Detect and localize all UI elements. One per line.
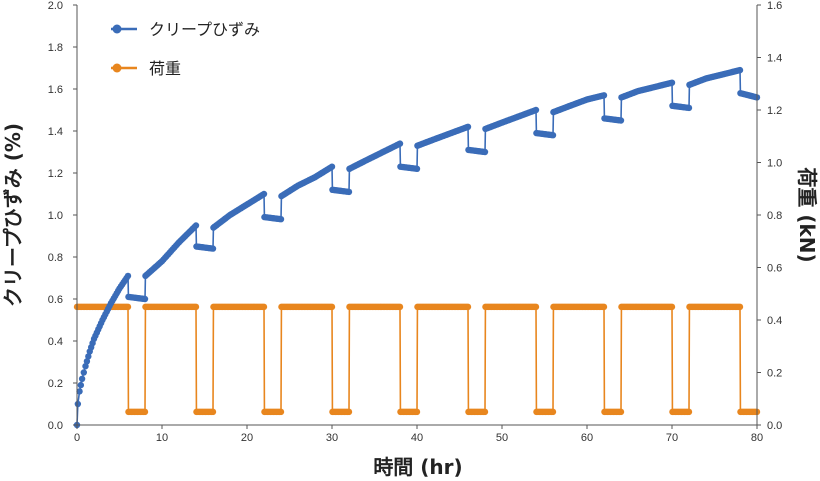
y-tick-label: 1.4 <box>48 126 63 138</box>
x-tick-label: 60 <box>581 432 593 444</box>
legend-label-load: 荷重 <box>149 59 181 78</box>
data-point <box>617 117 625 124</box>
y-tick-label: 2.0 <box>48 0 63 12</box>
x-tick-label: 70 <box>666 432 678 444</box>
y-tick-label: 0.4 <box>48 336 63 348</box>
x-tick-label: 80 <box>751 432 763 444</box>
data-point <box>413 165 421 172</box>
y2-tick-label: 0.0 <box>767 420 782 432</box>
data-point <box>83 358 91 365</box>
data-point <box>345 408 353 416</box>
data-point <box>668 79 676 86</box>
data-point <box>192 222 200 229</box>
data-point <box>124 303 132 311</box>
data-point <box>413 408 421 416</box>
data-point <box>549 408 557 416</box>
data-point <box>80 369 88 376</box>
y-tick-label: 1.8 <box>48 42 63 54</box>
data-point <box>481 148 489 156</box>
y-tick-label: 1.0 <box>48 210 63 222</box>
data-point <box>74 400 82 408</box>
y-axis-title: クリープひずみ (%) <box>1 123 25 307</box>
x-axis-title: 時間 (hr) <box>373 455 462 479</box>
y-tick-label: 0.8 <box>48 252 63 264</box>
legend: クリープひずみ 荷重 <box>111 20 260 78</box>
data-point <box>260 190 268 198</box>
data-point <box>141 295 149 303</box>
data-point <box>685 104 693 112</box>
x-tick-label: 50 <box>496 432 508 444</box>
series-creep-strain <box>73 66 761 429</box>
data-point <box>685 408 693 416</box>
x-tick-label: 40 <box>411 432 423 444</box>
x-tick-label: 20 <box>241 432 253 444</box>
data-point <box>736 66 744 74</box>
y2-tick-label: 0.8 <box>767 210 782 222</box>
y2-tick-label: 1.2 <box>767 105 782 117</box>
x-tick-label: 30 <box>326 432 338 444</box>
y2-tick-label: 1.0 <box>767 158 782 170</box>
data-point <box>77 381 85 389</box>
data-point <box>141 408 149 416</box>
data-point <box>277 408 285 416</box>
legend-marker-load <box>112 63 122 73</box>
y2-axis-title: 荷重 (kN) <box>795 167 819 262</box>
data-point <box>328 163 336 170</box>
series-line <box>77 306 757 413</box>
data-point <box>481 408 489 416</box>
data-point <box>260 303 268 311</box>
data-point <box>85 353 92 360</box>
data-point <box>600 92 608 99</box>
legend-marker-creep <box>112 24 122 34</box>
data-point <box>345 188 353 196</box>
data-point <box>549 132 557 139</box>
data-point <box>192 303 200 311</box>
data-point <box>668 303 676 311</box>
data-point <box>82 363 89 370</box>
data-point <box>600 303 608 311</box>
data-point <box>617 408 625 416</box>
data-point <box>78 375 86 382</box>
tick-labels: 0 10 20 30 40 50 60 70 80 0.0 0.2 0.4 0.6 0.8 1.0 1.2 1.… <box>48 0 783 444</box>
data-point <box>736 303 744 311</box>
data-point <box>464 303 472 311</box>
series-load <box>73 303 761 416</box>
y-tick-label: 1.6 <box>48 84 63 96</box>
data-point <box>396 303 404 311</box>
y-tick-label: 0.6 <box>48 294 63 306</box>
x-tick-label: 0 <box>74 432 80 444</box>
data-point <box>532 106 540 114</box>
data-point <box>328 303 336 311</box>
plot-area <box>73 66 761 429</box>
data-point <box>209 245 217 252</box>
y2-tick-label: 0.6 <box>767 263 782 275</box>
data-point <box>464 123 472 130</box>
data-point <box>76 388 83 395</box>
data-point <box>396 140 404 147</box>
y-tick-label: 1.2 <box>48 168 63 180</box>
y2-tick-label: 0.4 <box>767 315 782 327</box>
y2-tick-label: 1.4 <box>767 53 782 65</box>
y-tick-label: 0.2 <box>48 378 63 390</box>
data-point <box>209 408 217 416</box>
data-point <box>532 303 540 311</box>
data-point <box>124 272 132 280</box>
y2-tick-label: 1.6 <box>767 0 782 12</box>
data-point <box>277 216 285 223</box>
legend-label-creep: クリープひずみ <box>149 20 260 39</box>
x-tick-label: 10 <box>156 432 168 444</box>
y2-tick-label: 0.2 <box>767 368 782 380</box>
y-tick-label: 0.0 <box>48 420 63 432</box>
axes <box>73 4 761 429</box>
